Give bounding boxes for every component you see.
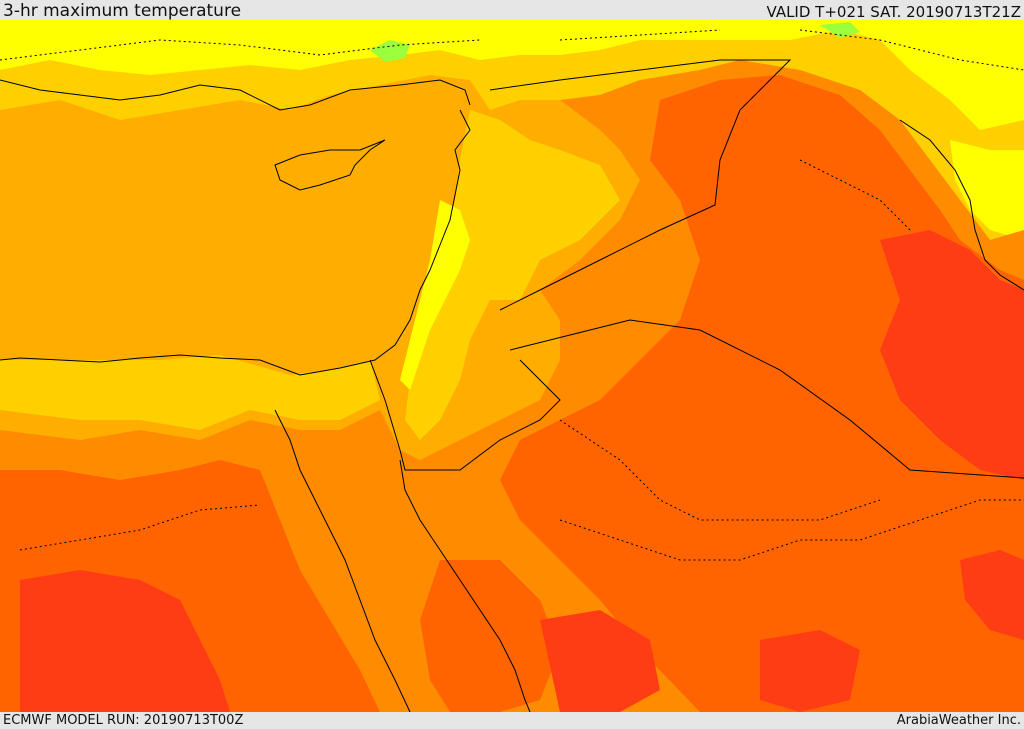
- map-title: 3-hr maximum temperature: [3, 1, 242, 21]
- sinai-border: [369, 359, 561, 471]
- footer-bar: ECMWF MODEL RUN: 20190713T00Z ArabiaWeat…: [0, 712, 1024, 729]
- extreme-zone-iraq: [880, 230, 1024, 480]
- extreme-zone-east: [960, 550, 1024, 640]
- cyprus-outline: [274, 139, 386, 191]
- extreme-zone-gulf: [760, 630, 860, 712]
- very-hot-zone-saudi: [420, 560, 560, 712]
- red-sea-coast-west: [274, 409, 411, 712]
- header-bar: 3-hr maximum temperature VALID T+021 SAT…: [0, 0, 1024, 20]
- extreme-zone-saudi: [540, 610, 660, 712]
- iraq-interior-borders: [559, 159, 911, 521]
- extreme-zone-egypt-south: [20, 570, 230, 712]
- yellow-zone-northeast: [950, 140, 1024, 240]
- levant-coast: [0, 109, 471, 376]
- cool-zone-egypt-coast: [0, 355, 380, 430]
- red-sea-coast-east: [399, 459, 531, 712]
- model-run-label: ECMWF MODEL RUN: 20190713T00Z: [3, 713, 244, 728]
- cool-zone-north: [0, 20, 1024, 240]
- valid-time-label: VALID T+021 SAT. 20190713T21Z: [766, 3, 1021, 21]
- syria-iraq-border: [489, 59, 792, 311]
- persian-gulf-coast: [899, 119, 1024, 291]
- egypt-sudan-border: [19, 504, 261, 551]
- saudi-interior-borders: [559, 499, 1024, 561]
- jordan-saudi-border: [509, 319, 1024, 479]
- green-patch-north: [370, 40, 410, 62]
- turkey-coast: [0, 79, 471, 111]
- yellow-zone-lebanon: [400, 200, 470, 390]
- green-patch-northeast: [820, 22, 860, 38]
- credit-label: ArabiaWeather Inc.: [896, 713, 1021, 728]
- yellow-zone-north: [0, 20, 1024, 130]
- cool-zone-levant: [405, 110, 620, 440]
- very-hot-zone-iraq: [500, 75, 1024, 712]
- temperature-map[interactable]: [0, 20, 1024, 712]
- turkey-interior-borders: [0, 29, 1024, 71]
